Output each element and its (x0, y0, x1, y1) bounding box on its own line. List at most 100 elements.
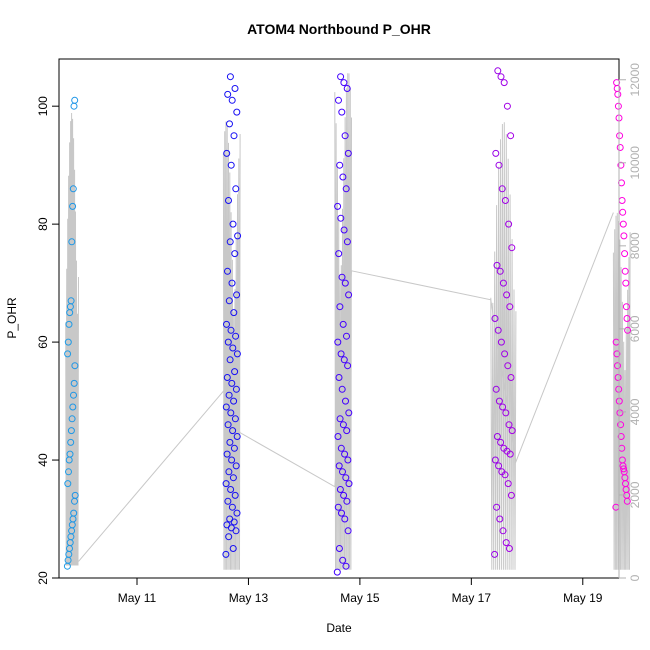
data-point (224, 497, 232, 505)
data-point (339, 421, 347, 429)
data-point (344, 456, 352, 464)
data-point (338, 273, 346, 281)
data-point (233, 433, 241, 440)
data-point (502, 539, 510, 547)
data-point (499, 403, 507, 411)
data-point (342, 562, 350, 570)
y2-tick-label: 12000 (628, 63, 642, 97)
data-point (494, 67, 502, 75)
data-point (493, 503, 501, 511)
data-point (341, 132, 349, 140)
data-point (501, 350, 509, 358)
data-point (340, 79, 348, 87)
data-point (335, 374, 343, 381)
data-point (228, 379, 236, 387)
data-point (622, 303, 630, 311)
data-point (335, 462, 343, 470)
data-point (222, 550, 230, 558)
secondary-burst-line (222, 121, 241, 570)
data-point (497, 438, 505, 446)
data-point (226, 73, 234, 81)
data-point (335, 96, 342, 104)
data-point (339, 556, 347, 564)
data-point (507, 491, 515, 499)
data-point (344, 149, 352, 157)
data-point (227, 409, 235, 417)
data-point (229, 220, 237, 228)
data-point (70, 509, 78, 517)
data-point (71, 491, 79, 499)
data-point (335, 250, 343, 258)
data-point (492, 149, 500, 157)
data-point (227, 326, 235, 334)
chart-title: ATOM4 Northbound P_OHR (247, 21, 431, 37)
data-point (233, 509, 241, 517)
data-point (616, 132, 624, 140)
data-point (616, 409, 624, 417)
y-axis-left: 20 40 60 80 100 (36, 96, 60, 585)
data-point (64, 480, 72, 488)
data-point (623, 315, 631, 322)
data-point (343, 238, 351, 246)
data-point (500, 444, 508, 452)
data-point (67, 297, 75, 305)
x-tick-label: May 15 (340, 591, 380, 605)
data-point (340, 226, 348, 234)
data-point (492, 385, 500, 393)
data-point (342, 474, 350, 482)
data-point (494, 326, 502, 334)
y2-tick-label: 2000 (628, 481, 642, 508)
data-point (231, 85, 239, 92)
data-point (71, 362, 79, 370)
data-point (225, 468, 233, 476)
data-point (222, 403, 230, 411)
data-point (68, 238, 76, 246)
y-tick-label: 80 (36, 217, 50, 231)
data-point (226, 438, 234, 446)
data-point (339, 468, 346, 476)
secondary-burst-line (65, 112, 79, 566)
data-point (496, 515, 504, 523)
data-point (338, 108, 346, 116)
data-point (338, 385, 346, 393)
data-point (504, 480, 512, 488)
data-point (229, 344, 237, 352)
data-point (341, 279, 349, 287)
data-point (69, 403, 77, 411)
data-point (69, 202, 77, 210)
data-point (495, 161, 503, 169)
data-point (491, 456, 499, 464)
data-point (614, 374, 622, 381)
data-point (618, 197, 626, 204)
data-point (505, 545, 513, 552)
data-point (226, 356, 234, 364)
y2-tick-label: 8000 (628, 232, 642, 259)
data-point (491, 315, 499, 322)
data-point (227, 486, 235, 493)
y-tick-label: 20 (36, 571, 50, 585)
data-point (226, 238, 234, 246)
data-point (503, 291, 511, 299)
data-point (336, 415, 344, 423)
data-point (507, 132, 515, 140)
data-point (337, 350, 345, 358)
data-point (621, 250, 629, 258)
x-axis-label: Date (326, 621, 352, 635)
x-tick-label: May 19 (563, 591, 603, 605)
data-point (617, 161, 625, 169)
data-point (621, 267, 629, 275)
data-point (232, 185, 240, 193)
data-point (224, 90, 232, 98)
data-point (231, 491, 239, 499)
data-point (499, 279, 507, 287)
data-point (619, 208, 627, 216)
y-tick-label: 40 (36, 453, 50, 467)
data-point (233, 350, 241, 358)
data-point (70, 102, 78, 110)
x-tick-label: May 17 (452, 591, 492, 605)
data-point (334, 433, 342, 440)
data-point (617, 433, 625, 440)
data-point (343, 85, 351, 92)
data-point (231, 250, 239, 258)
